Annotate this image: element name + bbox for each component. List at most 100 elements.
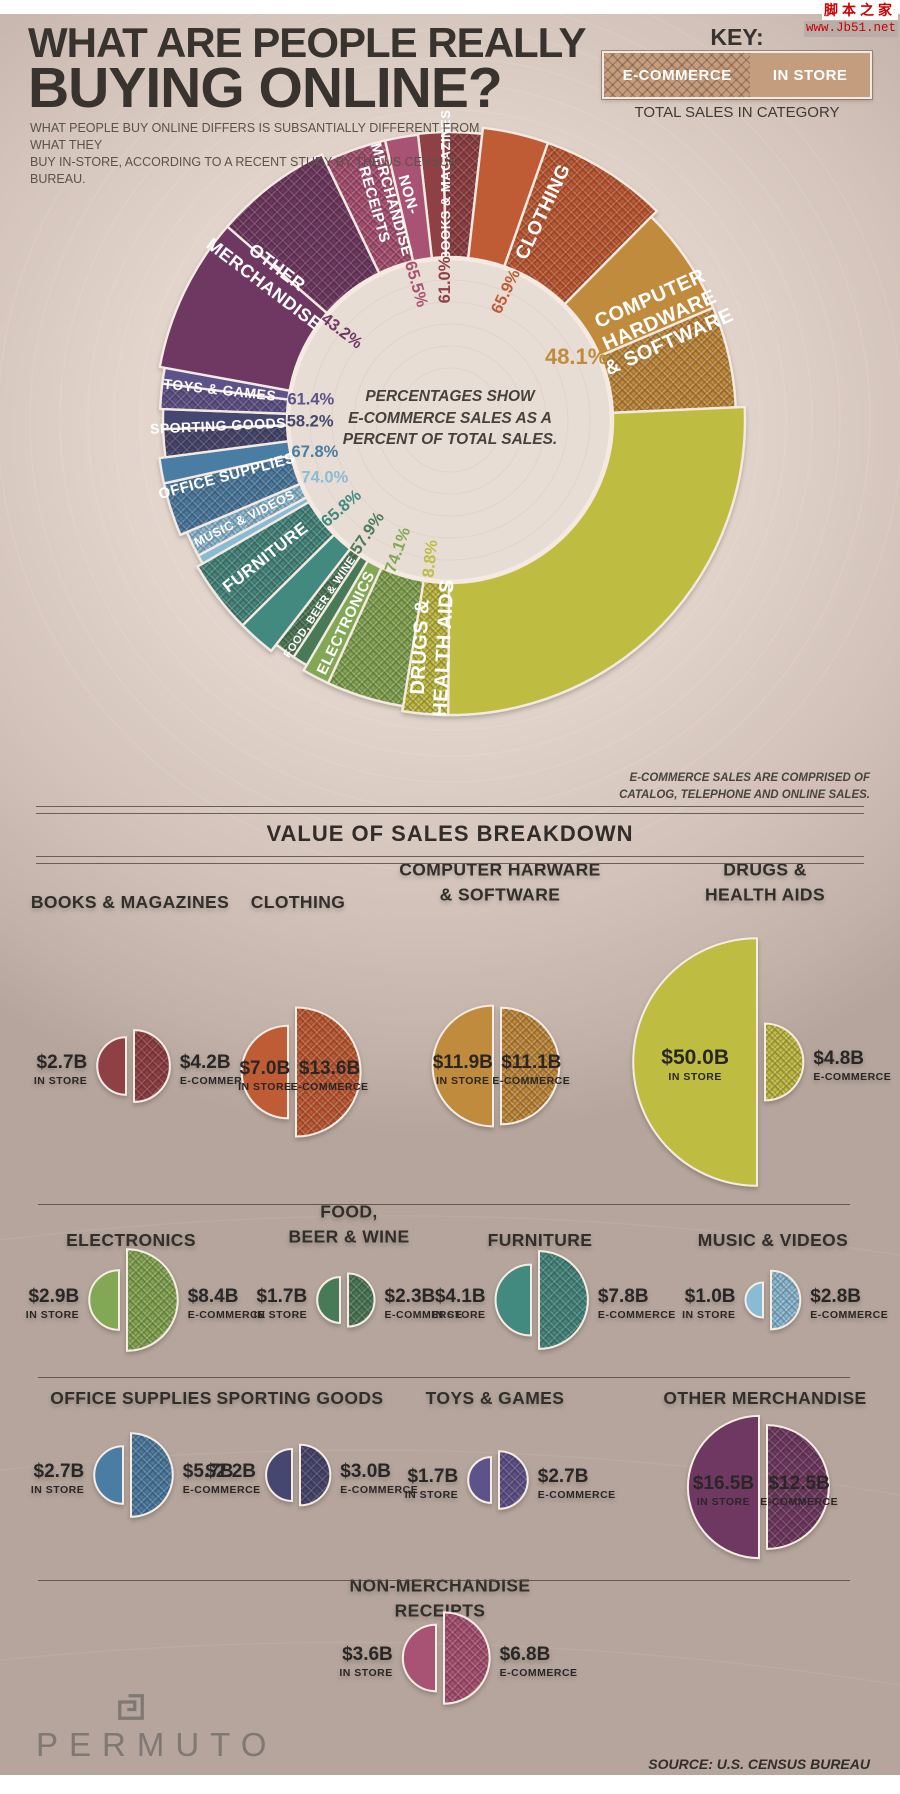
donut-label-sporting-goods: SPORTING GOODS <box>150 415 287 437</box>
sublabel-in-store-food-beer-wine: IN STORE <box>254 1309 307 1321</box>
semicircle-ecommerce-toys-games <box>498 1450 529 1510</box>
value-in-store-computer-harware-software: $11.9B <box>433 1052 493 1073</box>
semicircle-in-store-other-merchandise <box>686 1414 760 1560</box>
row-divider <box>38 1204 850 1205</box>
semicircle-in-store-computer-harware-software <box>431 1004 494 1128</box>
sublabel-in-store-toys-games: IN STORE <box>405 1489 458 1501</box>
value-ecommerce-other-merchandise: $12.5B <box>769 1473 830 1494</box>
divider-line <box>36 856 864 857</box>
donut-wedge-non-merchandise-receipts <box>383 133 434 263</box>
sublabel-in-store-computer-harware-software: IN STORE <box>436 1075 489 1087</box>
semicircle-ecommerce-food-beer-wine <box>347 1272 376 1328</box>
breakdown-title-music-videos: MUSIC & VIDEOS <box>698 1230 848 1250</box>
row-divider <box>38 1580 850 1581</box>
semicircle-ecommerce-books-magazines <box>133 1029 171 1103</box>
legend-label-ecommerce: E-COMMERCE <box>622 66 732 84</box>
semicircle-ecommerce-non-merchandise-receipts <box>443 1611 490 1705</box>
semicircle-in-store-non-merchandise-receipts <box>402 1623 437 1693</box>
donut-percent-sporting-goods: 58.2% <box>287 412 334 430</box>
watermark-site-name: 脚本之家 <box>822 2 898 20</box>
donut-percent-computer-hardware-software: 48.1% <box>545 344 607 369</box>
key-title: KEY: <box>710 24 764 50</box>
donut-center <box>287 257 613 583</box>
semicircle-in-store-electronics <box>88 1269 120 1331</box>
donut-center-ring <box>375 345 525 495</box>
page-title-line1: WHAT ARE PEOPLE REALLY <box>28 19 586 66</box>
legend-swatch-ecommerce: E-COMMERCE <box>604 53 751 97</box>
value-ecommerce-clothing: $13.6B <box>299 1058 360 1079</box>
sublabel-in-store-non-merchandise-receipts: IN STORE <box>339 1667 392 1679</box>
donut-center-ring <box>309 279 591 561</box>
sublabel-in-store-furniture: IN STORE <box>432 1309 485 1321</box>
permuto-logo-icon <box>118 1694 144 1720</box>
breakdown-title-sporting-goods: SPORTING GOODS <box>216 1388 383 1408</box>
decorative-rings <box>0 0 900 1685</box>
sublabel-ecommerce-other-merchandise: E-COMMERCE <box>760 1496 838 1508</box>
donut-percent-books-magazines: 61.0% <box>436 256 454 303</box>
value-ecommerce-electronics: $8.4B <box>188 1286 239 1307</box>
value-in-store-drugs-health-aids: $50.0B <box>661 1046 729 1069</box>
value-ecommerce-books-magazines: $4.2B <box>180 1052 231 1073</box>
value-in-store-food-beer-wine: $1.7B <box>256 1286 307 1307</box>
breakdown-section-title: VALUE OF SALES BREAKDOWN <box>266 821 634 846</box>
value-in-store-music-videos: $1.0B <box>685 1286 736 1307</box>
breakdown-item-drugs-health-aids: DRUGS & HEALTH AIDS $50.0B IN STORE $4.8B E-C… <box>632 860 891 1187</box>
semicircle-ecommerce-electronics <box>126 1248 179 1352</box>
breakdown-item-music-videos: MUSIC & VIDEOS $1.0B IN STORE $2.8B E-COMMER… <box>682 1230 888 1331</box>
source-credit: SOURCE: U.S. CENSUS BUREAU <box>648 1756 870 1772</box>
breakdown-item-books-magazines: BOOKS & MAGAZINES $2.7B IN STORE $4.2B E-COM… <box>31 892 257 1103</box>
semicircle-in-store-drugs-health-aids <box>632 937 758 1187</box>
key-caption: TOTAL SALES IN CATEGORY <box>634 104 840 121</box>
value-in-store-books-magazines: $2.7B <box>37 1052 88 1073</box>
breakdown-item-clothing: CLOTHING $7.0B IN STORE $13.6B E-COMMERCE <box>238 892 368 1138</box>
value-in-store-clothing: $7.0B <box>239 1058 290 1079</box>
sublabel-ecommerce-toys-games: E-COMMERCE <box>538 1489 616 1501</box>
value-in-store-toys-games: $1.7B <box>407 1466 458 1487</box>
semicircle-in-store-clothing <box>240 1024 289 1120</box>
value-ecommerce-drugs-health-aids: $4.8B <box>813 1048 864 1069</box>
subtitle-line2: BUY IN-STORE, ACCORDING TO A RECENT STUD… <box>30 154 457 186</box>
legend-swatch-in-store: IN STORE <box>750 53 870 97</box>
site-watermark: 脚本之家 www.Jb51.net <box>803 1 898 37</box>
semicircle-ecommerce-drugs-health-aids <box>764 1022 805 1102</box>
donut-percent-music-videos: 74.0% <box>301 469 348 487</box>
sublabel-ecommerce-office-supplies: E-COMMERCE <box>183 1484 261 1496</box>
divider-line <box>36 806 864 807</box>
donut-wedge-other-merchandise <box>226 153 381 315</box>
donut-chart <box>158 126 747 717</box>
value-ecommerce-non-merchandise-receipts: $6.8B <box>500 1644 551 1665</box>
donut-center-ring <box>353 323 547 517</box>
semicircle-ecommerce-furniture <box>538 1250 589 1350</box>
watermark-site-url: www.Jb51.net <box>803 21 898 37</box>
donut-percent-drugs-health-aids: 8.8% <box>419 539 441 579</box>
breakdown-title-computer-harware-software: COMPUTER HARWARE & SOFTWARE <box>399 860 601 905</box>
sublabel-ecommerce-electronics: E-COMMERCE <box>188 1309 266 1321</box>
donut-wedge-clothing <box>503 141 659 306</box>
sublabel-in-store-office-supplies: IN STORE <box>31 1484 84 1496</box>
value-ecommerce-computer-harware-software: $11.1B <box>501 1052 561 1073</box>
semicircle-in-store-books-magazines <box>96 1036 127 1096</box>
semicircle-ecommerce-other-merchandise <box>766 1424 830 1550</box>
value-in-store-electronics: $2.9B <box>28 1286 79 1307</box>
sublabel-in-store-electronics: IN STORE <box>26 1309 79 1321</box>
donut-center-ring <box>397 367 503 473</box>
permuto-logo-text: PERMUTO <box>36 1726 278 1763</box>
donut-center-ring <box>331 301 569 539</box>
donut-wedge-drugs-health-aids <box>447 405 747 717</box>
breakdown-title-other-merchandise: OTHER MERCHANDISE <box>663 1388 866 1408</box>
sublabel-ecommerce-furniture: E-COMMERCE <box>598 1309 676 1321</box>
semicircle-in-store-food-beer-wine <box>316 1276 341 1324</box>
breakdown-item-office-supplies: OFFICE SUPPLIES $2.7B IN STORE $5.7B E-COMME… <box>31 1388 261 1518</box>
semicircle-in-store-sporting-goods <box>265 1448 293 1502</box>
breakdown-chart: BOOKS & MAGAZINES $2.7B IN STORE $4.2B E-COM… <box>26 860 891 1705</box>
breakdown-item-toys-games: TOYS & GAMES $1.7B IN STORE $2.7B E-COMMERCE <box>405 1388 616 1510</box>
semicircle-in-store-music-videos <box>744 1281 764 1319</box>
semicircle-in-store-toys-games <box>467 1456 492 1504</box>
legend-key: E-COMMERCE IN STORE <box>602 51 872 99</box>
donut-center-note: PERCENTAGES SHOW E-COMMERCE SALES AS A P… <box>342 388 558 449</box>
sublabel-ecommerce-computer-harware-software: E-COMMERCE <box>492 1075 570 1087</box>
breakdown-title-food-beer-wine: FOOD, BEER & WINE <box>288 1202 409 1247</box>
donut-percent-toys-games: 61.4% <box>287 391 334 409</box>
breakdown-title-books-magazines: BOOKS & MAGAZINES <box>31 892 229 912</box>
sublabel-ecommerce-food-beer-wine: E-COMMERCE <box>385 1309 463 1321</box>
